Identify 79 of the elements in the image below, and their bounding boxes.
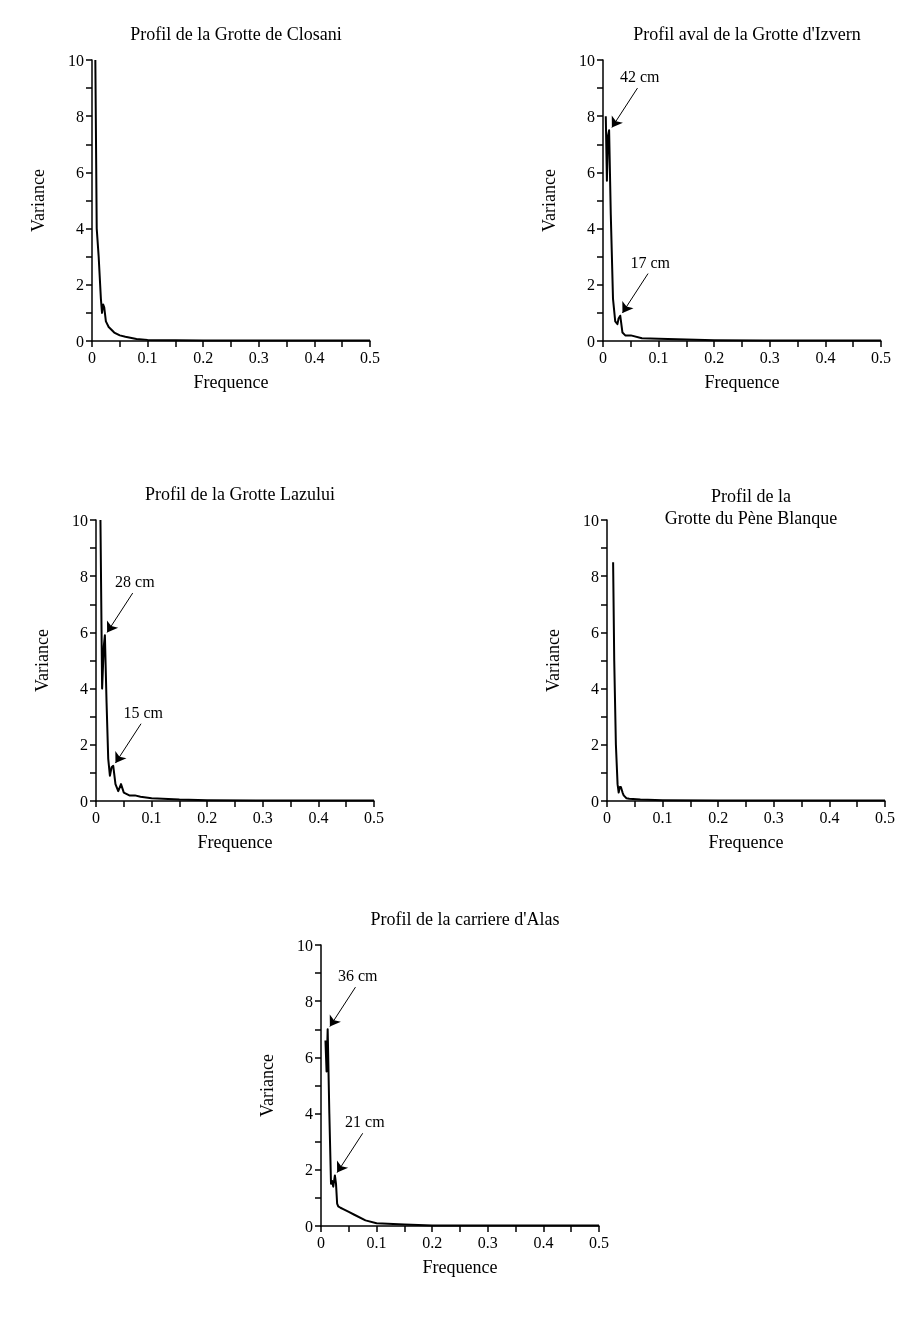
annotation: 17 cm xyxy=(630,253,671,271)
y-tick-label: 2 xyxy=(591,736,599,754)
x-tick-label: 0 xyxy=(92,808,100,826)
y-tick-label: 6 xyxy=(80,623,88,641)
y-axis-title: Variance xyxy=(257,1054,277,1117)
y-tick-label: 10 xyxy=(297,936,313,954)
x-tick-label: 0.5 xyxy=(589,1233,609,1251)
x-tick-label: 0.4 xyxy=(533,1233,554,1251)
x-tick-label: 0.4 xyxy=(308,808,329,826)
x-tick-label: 0 xyxy=(317,1233,325,1251)
x-tick-label: 0.1 xyxy=(648,348,669,366)
x-axis-title: Frequence xyxy=(193,372,269,392)
x-tick-label: 0 xyxy=(603,808,611,826)
y-axis-title: Variance xyxy=(32,629,52,692)
y-tick-label: 10 xyxy=(583,511,599,529)
y-axis-title: Variance xyxy=(28,169,48,232)
y-tick-label: 10 xyxy=(68,51,84,69)
y-tick-label: 10 xyxy=(579,51,595,69)
y-tick-label: 8 xyxy=(76,107,84,125)
chart-title: Profil de la Grotte de Closani xyxy=(130,24,342,44)
y-tick-label: 0 xyxy=(591,792,599,810)
y-tick-label: 2 xyxy=(587,276,595,294)
y-tick-label: 8 xyxy=(587,107,595,125)
y-tick-label: 4 xyxy=(76,220,84,238)
annotation: 21 cm xyxy=(345,1113,386,1131)
y-tick-label: 2 xyxy=(305,1161,313,1179)
x-tick-label: 0.3 xyxy=(759,348,780,366)
annotation: 15 cm xyxy=(123,703,164,721)
y-tick-label: 0 xyxy=(305,1217,313,1235)
x-tick-label: 0.2 xyxy=(422,1233,443,1251)
x-tick-label: 0.5 xyxy=(871,348,891,366)
y-tick-label: 6 xyxy=(587,163,595,181)
x-tick-label: 0.5 xyxy=(875,808,895,826)
chart-title: Profil de la Grotte Lazului xyxy=(145,484,335,504)
x-tick-label: 0.3 xyxy=(252,808,273,826)
y-tick-label: 6 xyxy=(305,1048,313,1066)
y-tick-label: 4 xyxy=(80,680,88,698)
x-tick-label: 0.5 xyxy=(360,348,380,366)
x-tick-label: 0.4 xyxy=(819,808,840,826)
annotation: 28 cm xyxy=(115,573,156,591)
x-axis-title: Frequence xyxy=(422,1257,498,1277)
x-tick-label: 0.2 xyxy=(193,348,214,366)
x-tick-label: 0.1 xyxy=(141,808,162,826)
x-tick-label: 0.3 xyxy=(248,348,269,366)
chart-title: Profil de la carriere d'Alas xyxy=(370,909,560,929)
y-tick-label: 2 xyxy=(76,276,84,294)
x-tick-label: 0.2 xyxy=(704,348,725,366)
y-tick-label: 2 xyxy=(80,736,88,754)
y-axis-title: Variance xyxy=(543,629,563,692)
y-tick-label: 6 xyxy=(591,623,599,641)
annotation: 42 cm xyxy=(619,68,660,86)
y-tick-label: 10 xyxy=(72,511,88,529)
x-tick-label: 0.4 xyxy=(815,348,836,366)
x-axis-title: Frequence xyxy=(704,372,780,392)
y-axis-title: Variance xyxy=(539,169,559,232)
chart-title: Profil aval de la Grotte d'Izvern xyxy=(633,24,861,44)
x-axis-title: Frequence xyxy=(708,832,784,852)
y-tick-label: 8 xyxy=(305,992,313,1010)
y-tick-label: 0 xyxy=(76,332,84,350)
y-tick-label: 0 xyxy=(80,792,88,810)
y-tick-label: 0 xyxy=(587,332,595,350)
x-tick-label: 0.1 xyxy=(366,1233,387,1251)
x-tick-label: 0.5 xyxy=(364,808,384,826)
x-tick-label: 0.1 xyxy=(652,808,673,826)
x-axis-title: Frequence xyxy=(197,832,273,852)
y-tick-label: 4 xyxy=(587,220,595,238)
y-tick-label: 8 xyxy=(80,567,88,585)
chart-title: Profil de la Grotte du Pène Blanque xyxy=(664,486,838,528)
annotation: 36 cm xyxy=(337,967,378,985)
y-tick-label: 6 xyxy=(76,163,84,181)
x-tick-label: 0.2 xyxy=(197,808,218,826)
y-tick-label: 8 xyxy=(591,567,599,585)
y-tick-label: 4 xyxy=(591,680,599,698)
x-tick-label: 0.4 xyxy=(304,348,325,366)
y-tick-label: 4 xyxy=(305,1105,313,1123)
x-tick-label: 0.3 xyxy=(477,1233,498,1251)
x-tick-label: 0.2 xyxy=(708,808,729,826)
x-tick-label: 0.3 xyxy=(763,808,784,826)
x-tick-label: 0.1 xyxy=(137,348,158,366)
